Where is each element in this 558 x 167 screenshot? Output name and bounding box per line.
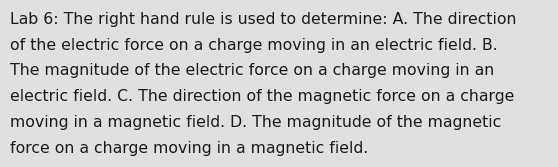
Text: The magnitude of the electric force on a charge moving in an: The magnitude of the electric force on a…: [10, 63, 494, 78]
Text: moving in a magnetic field. D. The magnitude of the magnetic: moving in a magnetic field. D. The magni…: [10, 115, 501, 130]
Text: electric field. C. The direction of the magnetic force on a charge: electric field. C. The direction of the …: [10, 89, 514, 104]
Text: force on a charge moving in a magnetic field.: force on a charge moving in a magnetic f…: [10, 141, 368, 156]
Text: Lab 6: The right hand rule is used to determine: A. The direction: Lab 6: The right hand rule is used to de…: [10, 12, 517, 27]
Text: of the electric force on a charge moving in an electric field. B.: of the electric force on a charge moving…: [10, 38, 498, 53]
